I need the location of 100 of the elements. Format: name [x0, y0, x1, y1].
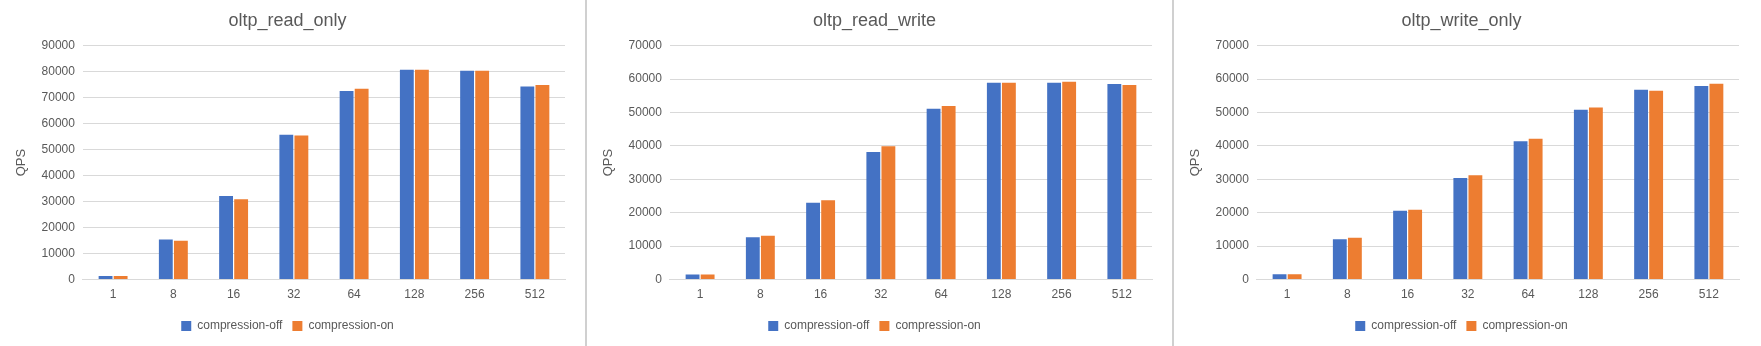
chart-title: oltp_read_write [812, 9, 937, 31]
legend-label: compression-on [308, 318, 394, 333]
bar [339, 91, 354, 280]
bar [294, 135, 309, 280]
bar [354, 88, 369, 280]
y-tick-label: 0 [68, 271, 76, 286]
bar [821, 200, 836, 280]
bar [113, 275, 128, 280]
y-axis-title: QPS [13, 148, 29, 177]
bar [760, 235, 775, 280]
x-tick-label: 256 [1051, 287, 1072, 302]
y-tick-label: 60000 [628, 71, 663, 86]
bar [1588, 107, 1603, 280]
y-tick-label: 10000 [628, 238, 663, 253]
chart-title: oltp_read_only [228, 9, 347, 31]
bar [1332, 239, 1347, 280]
bar [1513, 141, 1528, 280]
y-tick-label: 20000 [41, 219, 76, 234]
bar [1272, 274, 1287, 280]
bar [941, 106, 956, 280]
y-tick-label: 70000 [628, 37, 663, 52]
x-tick-label: 1 [696, 287, 704, 302]
y-tick-label: 50000 [41, 141, 76, 156]
bar [173, 240, 188, 280]
y-tick-label: 40000 [41, 167, 76, 182]
x-tick-label: 16 [1400, 287, 1415, 302]
bar [1122, 85, 1137, 280]
bar [1573, 109, 1588, 280]
x-tick-label: 32 [874, 287, 888, 302]
x-tick-label: 512 [524, 287, 546, 302]
x-tick-label: 512 [1111, 287, 1133, 302]
y-tick-label: 70000 [41, 89, 76, 104]
bar [279, 134, 294, 280]
x-tick-label: 256 [464, 287, 485, 302]
legend-label: compression-on [1482, 318, 1568, 333]
bar [1393, 210, 1407, 280]
y-tick-label: 90000 [41, 37, 76, 52]
y-tick-label: 40000 [628, 138, 663, 153]
x-tick-label: 512 [1698, 287, 1720, 302]
bar [399, 69, 414, 280]
x-tick-label: 16 [813, 287, 828, 302]
y-tick-label: 70000 [1215, 37, 1250, 52]
y-tick-label: 50000 [1215, 104, 1250, 119]
bar [460, 70, 475, 280]
x-tick-label: 1 [109, 287, 117, 302]
y-tick-label: 0 [1242, 271, 1250, 286]
bar [806, 202, 820, 280]
bar [1287, 274, 1302, 280]
x-tick-label: 8 [170, 287, 178, 302]
bar [986, 82, 1001, 280]
legend-label: compression-off [197, 318, 284, 333]
x-tick-label: 16 [226, 287, 241, 302]
bar [1107, 84, 1122, 280]
bar [926, 108, 941, 280]
bar [520, 86, 535, 280]
bar [535, 85, 550, 280]
bar [475, 70, 490, 280]
legend-label: compression-on [895, 318, 981, 333]
x-tick-label: 256 [1638, 287, 1659, 302]
bar [1047, 82, 1062, 280]
y-tick-label: 60000 [1215, 71, 1250, 86]
bar [1408, 209, 1423, 280]
x-tick-label: 1 [1283, 287, 1291, 302]
bar [1001, 82, 1016, 280]
bar [1694, 86, 1709, 280]
y-tick-label: 60000 [41, 115, 76, 130]
x-tick-label: 128 [404, 287, 425, 302]
y-tick-label: 20000 [1215, 205, 1250, 220]
y-tick-label: 30000 [41, 193, 76, 208]
y-tick-label: 30000 [1215, 171, 1250, 186]
chart-title: oltp_write_only [1401, 9, 1522, 31]
y-tick-label: 10000 [41, 245, 76, 260]
bar [1347, 237, 1362, 280]
x-tick-label: 32 [1461, 287, 1475, 302]
bar [219, 195, 233, 280]
bar [1062, 81, 1077, 280]
x-tick-label: 32 [287, 287, 301, 302]
bar [158, 239, 173, 280]
x-tick-label: 64 [1521, 287, 1536, 302]
y-tick-label: 40000 [1215, 138, 1250, 153]
bar [1468, 175, 1483, 280]
bar [745, 237, 760, 280]
bar [866, 151, 881, 280]
legend-label: compression-off [1371, 318, 1458, 333]
y-tick-label: 80000 [41, 63, 76, 78]
y-tick-label: 50000 [628, 104, 663, 119]
bar [1649, 90, 1664, 280]
bar [1709, 83, 1724, 280]
bar [1634, 89, 1649, 280]
legend-label: compression-off [784, 318, 871, 333]
y-tick-label: 30000 [628, 171, 663, 186]
bar [1528, 138, 1543, 280]
bar [881, 146, 896, 280]
x-tick-label: 64 [347, 287, 362, 302]
y-axis-title: QPS [1187, 148, 1203, 177]
bar [1453, 177, 1468, 280]
bar [234, 199, 249, 280]
x-tick-label: 128 [991, 287, 1012, 302]
x-tick-label: 8 [1344, 287, 1352, 302]
x-tick-label: 8 [757, 287, 765, 302]
